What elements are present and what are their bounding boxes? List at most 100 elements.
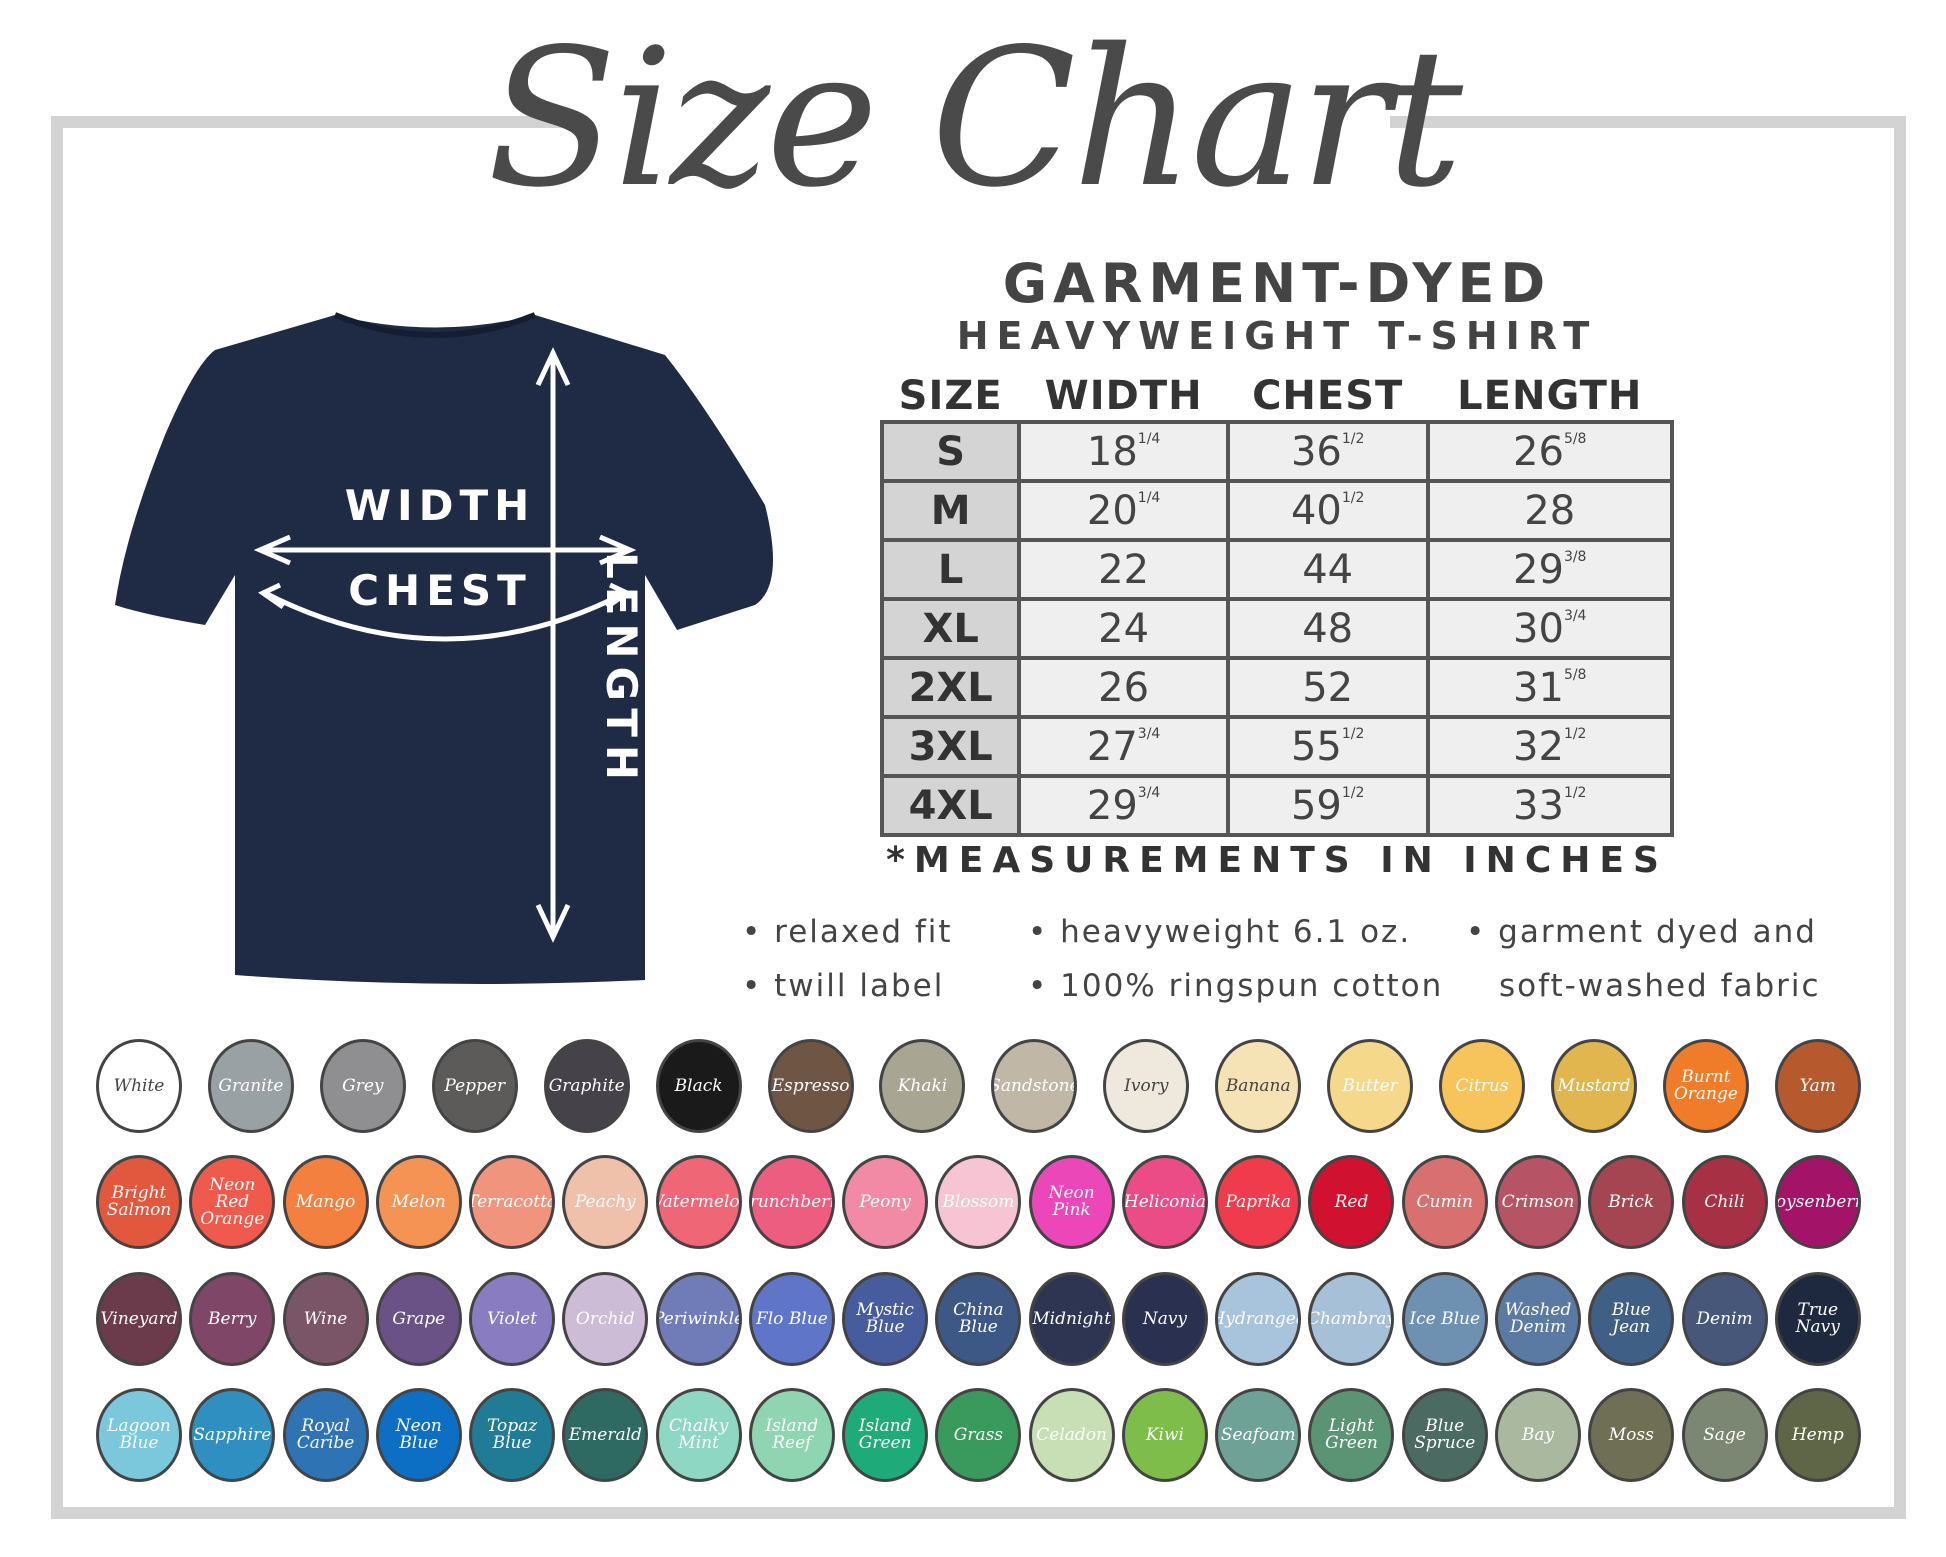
chest-arrow <box>258 582 632 642</box>
swatch-row: Lagoon Blue Sapphire Royal Caribe Neon Blue… <box>96 1388 1861 1482</box>
cell-value: 31 <box>1513 664 1564 711</box>
cell-fraction: 1/4 <box>1137 430 1161 447</box>
color-swatch-neon-pink: Neon Pink <box>1028 1155 1115 1249</box>
color-swatch-cumin: Cumin <box>1401 1155 1488 1249</box>
features-col-2: • heavyweight 6.1 oz. • 100% ringspun co… <box>1028 905 1443 1013</box>
color-swatch-denim: Denim <box>1681 1272 1768 1366</box>
header-size: SIZE <box>898 373 1003 419</box>
color-swatch-peachy: Peachy <box>562 1155 649 1249</box>
color-swatch-yam: Yam <box>1774 1039 1861 1133</box>
measurement-cell: 331/2 <box>1425 774 1675 837</box>
measurement-cell: 591/2 <box>1225 774 1430 837</box>
cell-fraction: 1/2 <box>1341 489 1365 506</box>
measurement-cell: 28 <box>1425 479 1675 542</box>
color-swatch-light-green: Light Green <box>1308 1388 1395 1482</box>
table-row: 4XL 293/4 591/2 331/2 <box>879 774 1675 837</box>
cell-value: 29 <box>1086 782 1138 829</box>
feature-item: soft-washed fabric <box>1499 968 1821 1004</box>
color-swatch-red: Red <box>1308 1155 1395 1249</box>
color-swatch-true-navy: True Navy <box>1774 1272 1861 1366</box>
cell-value: 44 <box>1302 546 1354 593</box>
tshirt-diagram: WIDTH CHEST LENGTH <box>115 312 773 984</box>
frame-border <box>51 116 1906 1519</box>
cell-value: 27 <box>1086 723 1138 770</box>
cell-fraction: 1/2 <box>1563 725 1587 742</box>
cell-value: 30 <box>1513 605 1564 652</box>
color-swatch-grass: Grass <box>935 1388 1022 1482</box>
table-row: L 22 44 293/8 <box>879 538 1675 601</box>
table-row: 3XL 273/4 551/2 321/2 <box>879 715 1675 778</box>
color-swatch-bright-salmon: Bright Salmon <box>96 1155 182 1249</box>
color-swatch-espresso: Espresso <box>767 1039 854 1133</box>
color-swatch-wine: Wine <box>282 1272 369 1366</box>
cell-value: 32 <box>1513 723 1564 770</box>
cell-value: S <box>936 428 966 475</box>
collar <box>333 312 537 338</box>
table-row: S 181/4 361/2 265/8 <box>879 420 1675 483</box>
color-swatch-peony: Peony <box>842 1155 929 1249</box>
cell-value: 52 <box>1302 664 1354 711</box>
size-cell: S <box>879 420 1022 483</box>
cell-fraction: 1/2 <box>1341 725 1365 742</box>
color-swatch-graphite: Graphite <box>543 1039 630 1133</box>
cell-value: 2XL <box>908 664 993 711</box>
size-table: SIZE WIDTH CHEST LENGTH S 181/4 361/2 265/8… <box>879 372 1675 837</box>
color-swatch-island-green: Island Green <box>842 1388 929 1482</box>
color-swatch-violet: Violet <box>469 1272 556 1366</box>
color-swatch-lagoon-blue: Lagoon Blue <box>96 1388 182 1482</box>
chest-label: CHEST <box>348 566 532 615</box>
cell-value: 55 <box>1290 723 1342 770</box>
color-swatch-neon-blue: Neon Blue <box>375 1388 462 1482</box>
color-swatch-pepper: Pepper <box>431 1039 518 1133</box>
cell-fraction: 1/4 <box>1137 489 1161 506</box>
measurement-cell: 361/2 <box>1225 420 1430 483</box>
swatch-row: Bright Salmon Neon Red Orange Mango Melon Te… <box>96 1155 1861 1249</box>
measurement-cell: 315/8 <box>1425 656 1675 719</box>
cell-value: L <box>937 546 964 593</box>
color-swatch-brick: Brick <box>1588 1155 1675 1249</box>
features-col-3: • garment dyed and soft-washed fabric <box>1466 905 1821 1013</box>
color-swatch-chili: Chili <box>1681 1155 1768 1249</box>
measurement-cell: 201/4 <box>1017 479 1230 542</box>
color-swatch-paprika: Paprika <box>1215 1155 1302 1249</box>
size-cell: M <box>879 479 1022 542</box>
table-row: XL 24 48 303/4 <box>879 597 1675 660</box>
color-swatch-orchid: Orchid <box>562 1272 649 1366</box>
table-header: SIZE WIDTH CHEST LENGTH <box>882 372 1672 422</box>
color-swatch-heliconia: Heliconia <box>1121 1155 1208 1249</box>
color-swatch-vineyard: Vineyard <box>96 1272 182 1366</box>
size-cell: L <box>879 538 1022 601</box>
color-swatch-banana: Banana <box>1215 1039 1302 1133</box>
color-swatch-moss: Moss <box>1588 1388 1675 1482</box>
color-swatch-sage: Sage <box>1681 1388 1768 1482</box>
cell-fraction: 5/8 <box>1563 666 1587 683</box>
cell-value: 59 <box>1290 782 1342 829</box>
page-title: Size Chart <box>486 8 1463 229</box>
color-swatch-crunchberry: Crunchberry <box>748 1155 835 1249</box>
color-swatch-hemp: Hemp <box>1774 1388 1861 1482</box>
color-swatch-hydrangea: Hydrangea <box>1215 1272 1302 1366</box>
measurement-cell: 26 <box>1017 656 1230 719</box>
color-swatch-midnight: Midnight <box>1028 1272 1115 1366</box>
cell-value: XL <box>922 605 979 652</box>
length-arrow <box>535 347 571 943</box>
length-label: LENGTH <box>597 552 646 788</box>
table-row: 2XL 26 52 315/8 <box>879 656 1675 719</box>
cell-fraction: 3/4 <box>1137 725 1161 742</box>
cell-value: 26 <box>1513 428 1564 475</box>
cell-value: 28 <box>1524 487 1576 534</box>
cell-value: 26 <box>1098 664 1150 711</box>
cell-fraction: 1/2 <box>1563 784 1587 801</box>
cell-value: 29 <box>1513 546 1564 593</box>
feature-item: • garment dyed and <box>1466 914 1817 950</box>
color-swatch-watermelon: Watermelon <box>655 1155 742 1249</box>
color-swatch-butter: Butter <box>1327 1039 1414 1133</box>
cell-value: 48 <box>1302 605 1354 652</box>
color-swatch-sapphire: Sapphire <box>189 1388 276 1482</box>
color-swatch-mystic-blue: Mystic Blue <box>842 1272 929 1366</box>
color-swatch-kiwi: Kiwi <box>1121 1388 1208 1482</box>
color-swatch-blue-spruce: Blue Spruce <box>1401 1388 1488 1482</box>
color-swatch-grey: Grey <box>319 1039 406 1133</box>
color-swatch-celadon: Celadon <box>1028 1388 1115 1482</box>
color-swatch-black: Black <box>655 1039 742 1133</box>
